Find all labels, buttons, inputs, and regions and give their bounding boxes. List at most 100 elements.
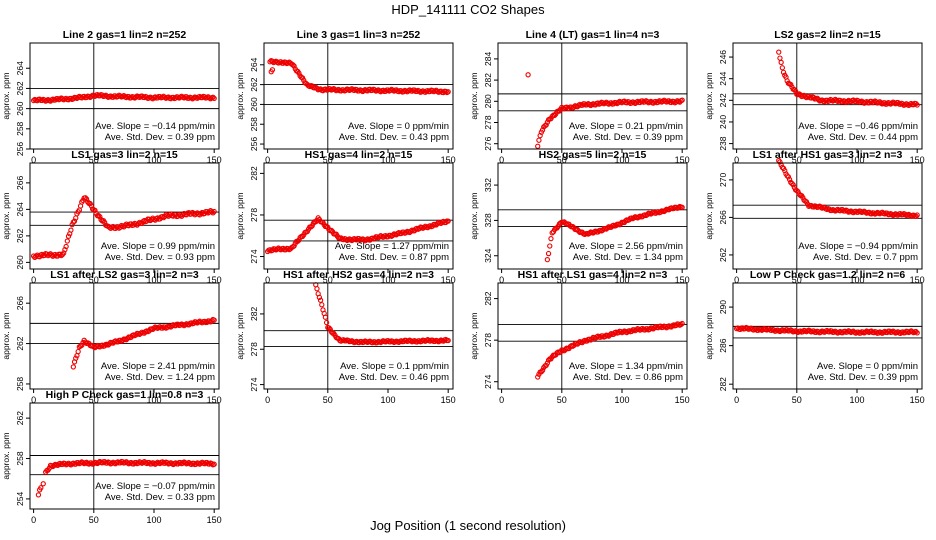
x-tick-label: 0 <box>499 155 504 165</box>
y-tick-label: 264 <box>249 57 259 71</box>
data-point <box>818 204 824 210</box>
data-point <box>210 210 216 216</box>
plot-frame <box>263 282 454 390</box>
data-point <box>301 77 307 83</box>
data-point <box>631 215 637 221</box>
stddev-annotation: Ave. Std. Dev. = 0.44 ppm <box>808 132 918 143</box>
data-point <box>779 65 786 71</box>
x-tick-label: 100 <box>380 395 395 405</box>
data-point <box>153 460 160 466</box>
data-point <box>785 174 792 180</box>
data-point <box>535 374 541 380</box>
data-point <box>679 204 685 211</box>
data-point <box>644 98 650 105</box>
data-point <box>99 92 105 98</box>
panel-title: HS1 after LS1 gas=4 lin=2 n=3 <box>518 269 668 281</box>
data-point <box>322 314 329 320</box>
y-axis-label: approx. ppm <box>235 312 245 359</box>
data-point <box>873 329 879 335</box>
data-point <box>427 88 433 95</box>
panel-title: HS1 gas=4 lin=2 n=15 <box>305 149 413 161</box>
y-tick-label: 282 <box>249 307 259 321</box>
data-point <box>884 101 890 107</box>
x-tick-label: 150 <box>910 395 925 405</box>
data-point <box>82 195 89 201</box>
data-point <box>582 101 588 107</box>
y-tick-label: 278 <box>249 208 259 222</box>
data-point <box>545 250 552 257</box>
y-tick-label: 246 <box>718 50 728 64</box>
data-point <box>913 328 919 335</box>
data-point <box>309 223 315 229</box>
data-point <box>123 94 129 101</box>
panel-title: LS1 after LS2 gas=3 lin=2 n=3 <box>50 269 199 281</box>
data-point <box>445 337 451 344</box>
data-point <box>162 94 168 100</box>
data-point <box>425 87 431 94</box>
data-point <box>873 210 879 217</box>
y-tick-label: 278 <box>249 342 259 356</box>
data-point <box>201 94 208 100</box>
y-axis-label: approx. ppm <box>704 312 714 359</box>
y-tick-label: 258 <box>15 377 25 391</box>
data-point <box>372 87 378 93</box>
panel-title: LS2 gas=2 lin=2 n=15 <box>774 29 881 41</box>
y-axis-label: approx. ppm <box>704 192 714 239</box>
data-point <box>551 112 558 119</box>
y-tick-label: 328 <box>483 213 493 227</box>
panel-title: HS2 gas=5 lin=2 n=15 <box>539 149 647 161</box>
data-point <box>120 459 126 465</box>
y-tick-label: 276 <box>483 136 493 150</box>
data-point <box>106 459 113 466</box>
data-point <box>790 182 796 188</box>
data-point <box>739 325 746 331</box>
y-tick-label: 286 <box>718 338 728 352</box>
y-tick-label: 324 <box>483 248 493 262</box>
data-point <box>157 93 163 100</box>
y-tick-label: 238 <box>718 136 728 150</box>
data-point <box>535 143 541 149</box>
data-point <box>314 286 320 292</box>
data-point <box>853 208 859 214</box>
data-point <box>390 338 396 344</box>
y-tick-label: 266 <box>718 210 728 224</box>
data-point <box>651 324 658 331</box>
panel-title: Line 2 gas=1 lin=2 n=252 <box>63 29 187 41</box>
chart-panel: HS2 gas=5 lin=2 n=15 approx. ppm Ave. Slop… <box>469 149 690 285</box>
x-tick-label: 100 <box>614 275 629 285</box>
data-point <box>124 460 131 466</box>
y-axis-label: approx. ppm <box>1 312 11 359</box>
data-point <box>445 218 451 224</box>
x-tick-label: 0 <box>265 395 270 405</box>
y-axis-label: approx. ppm <box>1 72 11 119</box>
x-tick-label: 0 <box>499 275 504 285</box>
chart-panel: HS1 after HS2 gas=4 lin=2 n=3 approx. ppm… <box>235 269 456 405</box>
slope-annotation: Ave. Slope = 1.27 ppm/min <box>335 241 449 252</box>
plot-frame <box>263 42 454 150</box>
data-point <box>97 214 103 220</box>
data-point <box>675 204 682 211</box>
y-tick-label: 258 <box>15 451 25 465</box>
x-tick-label: 0 <box>265 275 270 285</box>
y-tick-label: 262 <box>15 336 25 350</box>
data-point <box>400 88 407 95</box>
y-tick-label: 264 <box>15 61 25 75</box>
x-tick-label: 100 <box>380 155 395 165</box>
data-point <box>92 207 98 214</box>
stddev-annotation: Ave. Std. Dev. = 0.7 ppm <box>813 252 918 263</box>
x-tick-label: 50 <box>89 155 99 165</box>
stddev-annotation: Ave. Std. Dev. = 0.46 ppm <box>339 372 449 383</box>
data-point <box>639 98 646 104</box>
x-tick-label: 150 <box>207 155 222 165</box>
data-point <box>182 460 188 466</box>
data-point <box>862 329 869 335</box>
data-point <box>73 355 79 361</box>
x-tick-label: 50 <box>792 155 802 165</box>
x-tick-label: 0 <box>31 395 36 405</box>
data-point <box>283 59 289 65</box>
stddev-annotation: Ave. Std. Dev. = 0.87 ppm <box>339 252 449 263</box>
figure-title: HDP_141111 CO2 Shapes <box>391 2 545 17</box>
chart-panel: LS2 gas=2 lin=2 n=15 approx. ppm Ave. Slop… <box>704 29 925 165</box>
chart-panel: HS1 after LS1 gas=4 lin=2 n=3 approx. ppm… <box>469 269 690 405</box>
chart-panel: LS1 gas=3 lin=2 n=15 approx. ppm Ave. Slop… <box>1 149 222 285</box>
